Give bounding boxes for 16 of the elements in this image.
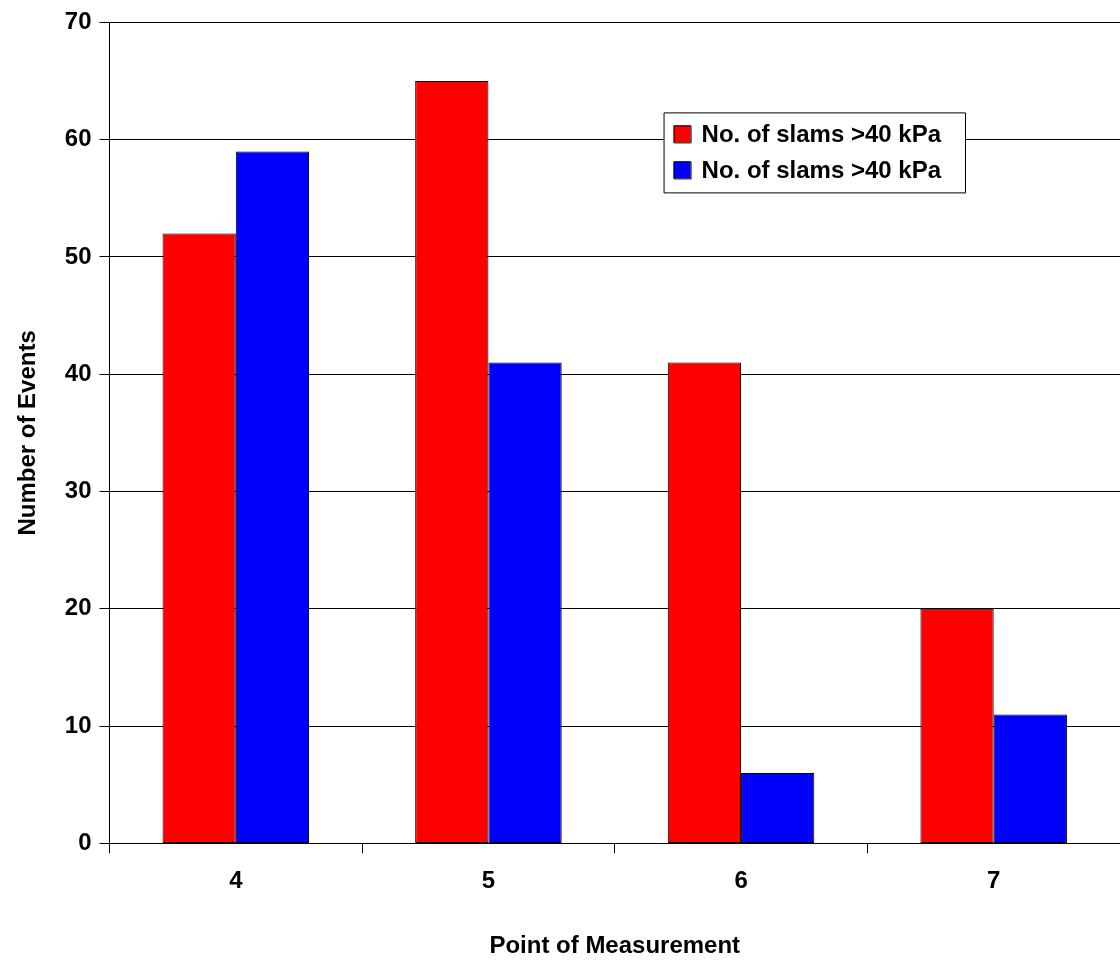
legend-label: No. of slams >40 kPa bbox=[701, 156, 942, 184]
y-tick-label: 0 bbox=[78, 828, 92, 856]
x-tick-label: 7 bbox=[987, 866, 1001, 894]
legend-label: No. of slams >40 kPa bbox=[701, 120, 942, 148]
y-tick-label: 50 bbox=[64, 241, 92, 269]
x-tick-label: 4 bbox=[229, 866, 244, 894]
y-tick-label: 40 bbox=[64, 358, 92, 386]
x-tick-label: 6 bbox=[734, 866, 748, 894]
x-tick-label: 5 bbox=[481, 866, 496, 894]
x-axis-title: Point of Measurement bbox=[489, 931, 741, 959]
y-tick-label: 10 bbox=[64, 710, 92, 738]
y-tick-label: 70 bbox=[64, 7, 92, 35]
y-tick-label: 60 bbox=[64, 124, 92, 152]
y-axis-title: Number of Events bbox=[13, 330, 41, 536]
y-tick-label: 30 bbox=[64, 476, 92, 504]
y-tick-label: 20 bbox=[64, 593, 92, 621]
